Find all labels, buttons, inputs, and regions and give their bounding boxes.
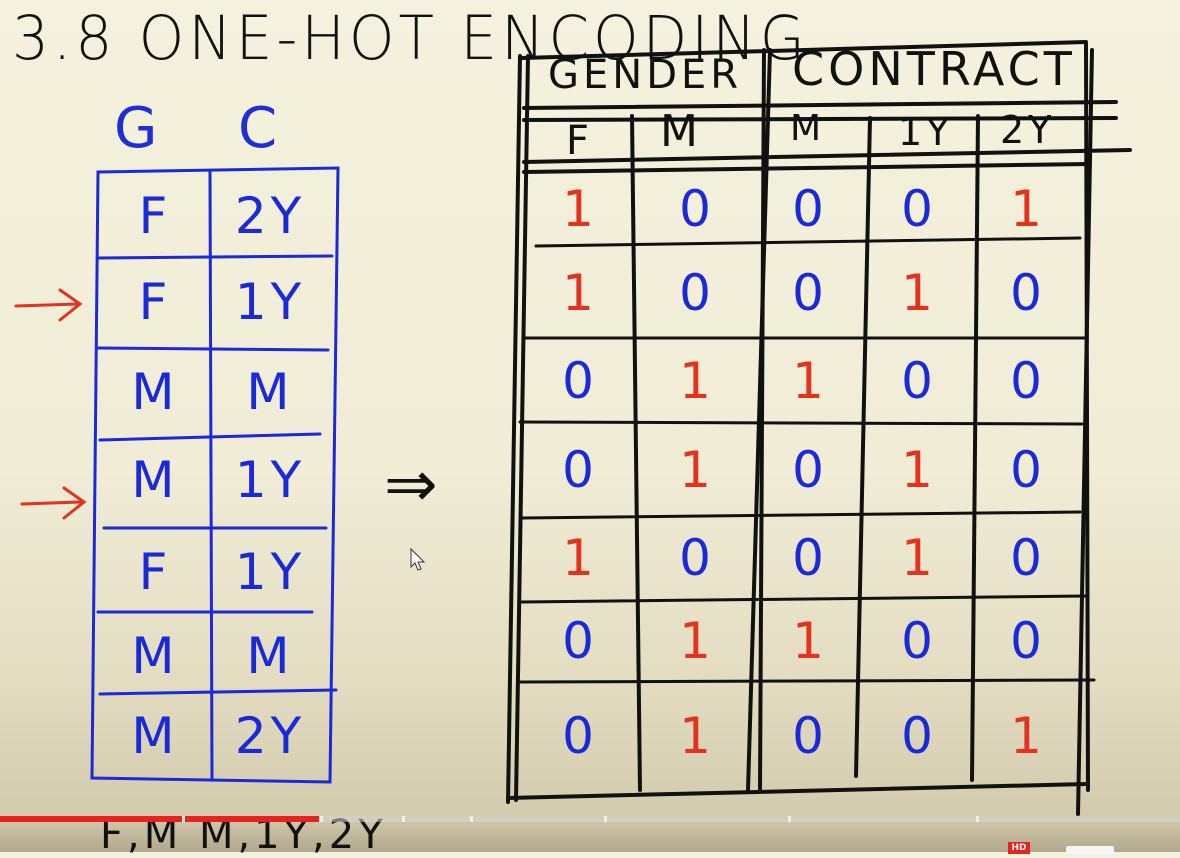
video-progress-played (0, 816, 319, 822)
right-table-cell: 1 (679, 612, 715, 670)
left-table-cell: F (138, 273, 172, 331)
right-table-cell: 0 (901, 352, 937, 410)
right-table-cell: 0 (901, 707, 937, 765)
left-table-cell: M (131, 707, 179, 765)
right-table-cell: 0 (562, 441, 598, 499)
right-table-cell: 0 (901, 180, 937, 238)
group-header-gender: GENDER (548, 52, 743, 98)
right-table-cell: 0 (562, 352, 598, 410)
left-header-g: G (114, 96, 162, 161)
right-table-cell: 0 (1010, 264, 1046, 322)
implies-arrow: ⇒ (384, 448, 438, 522)
arrow-row-4-icon (20, 486, 87, 520)
subheader-1y: 1Y (898, 110, 954, 154)
right-table-cell: 0 (792, 707, 828, 765)
hd-badge: HD (1008, 842, 1030, 854)
subheader-f: F (566, 118, 594, 164)
right-table-cell: 0 (792, 529, 828, 587)
left-table-cell: 1Y (234, 451, 306, 509)
right-table-cell: 0 (679, 264, 715, 322)
left-table-cell: M (246, 363, 294, 421)
chapter-marker (320, 816, 323, 822)
player-controls-bar (0, 822, 1180, 852)
right-table-cell: 1 (1010, 707, 1046, 765)
right-table-cell: 0 (562, 707, 598, 765)
video-progress-bar[interactable] (0, 816, 1180, 822)
right-table-cell: 0 (679, 180, 715, 238)
left-table-cell: F (138, 187, 172, 245)
right-table-cell: 1 (901, 529, 937, 587)
right-table-cell: 1 (901, 264, 937, 322)
left-table-cell: M (246, 627, 294, 685)
subheader-m-gender: M (660, 106, 702, 157)
left-table-cell: 1Y (234, 273, 306, 331)
right-table-cell: 1 (792, 352, 828, 410)
right-table-cell: 0 (792, 264, 828, 322)
right-table-cell: 1 (679, 352, 715, 410)
right-table-cell: 0 (1010, 352, 1046, 410)
left-table-cell: M (131, 363, 179, 421)
chapter-marker (182, 816, 185, 822)
right-table-cell: 0 (1010, 612, 1046, 670)
left-table-cell: M (131, 627, 179, 685)
chapter-marker (470, 816, 473, 822)
right-table-cell: 1 (562, 180, 598, 238)
right-table-cell: 1 (562, 529, 598, 587)
right-table-cell: 1 (679, 441, 715, 499)
chapter-marker (976, 816, 979, 822)
right-table-cell: 1 (679, 707, 715, 765)
subheader-m-contract: M (790, 108, 826, 149)
right-table-cell: 0 (679, 529, 715, 587)
arrow-row-2-icon (14, 288, 83, 322)
right-table-cell: 0 (1010, 441, 1046, 499)
chapter-marker (604, 816, 607, 822)
right-table-cell: 1 (792, 612, 828, 670)
group-header-contract: CONTRACT (792, 42, 1076, 96)
right-table-cell: 0 (792, 441, 828, 499)
page-title: 3.8 ONE-HOT ENCODING (12, 2, 809, 74)
right-table-cell: 1 (1010, 180, 1046, 238)
left-table-cell: 2Y (234, 187, 306, 245)
right-table-cell: 1 (562, 264, 598, 322)
mouse-cursor-icon (410, 548, 426, 571)
left-table-cell: 1Y (234, 543, 306, 601)
subheader-2y: 2Y (1000, 108, 1056, 152)
settings-button[interactable] (1066, 846, 1114, 854)
chapter-marker (402, 816, 405, 822)
right-table-cell: 0 (792, 180, 828, 238)
right-table-cell: 0 (562, 612, 598, 670)
left-table-cell: F (138, 543, 172, 601)
right-table-cell: 0 (1010, 529, 1046, 587)
right-table-cell: 1 (901, 441, 937, 499)
left-table-cell: 2Y (234, 707, 306, 765)
right-table-cell: 0 (901, 612, 937, 670)
left-table-cell: M (131, 451, 179, 509)
left-header-c: C (238, 96, 282, 161)
chapter-marker (788, 816, 791, 822)
